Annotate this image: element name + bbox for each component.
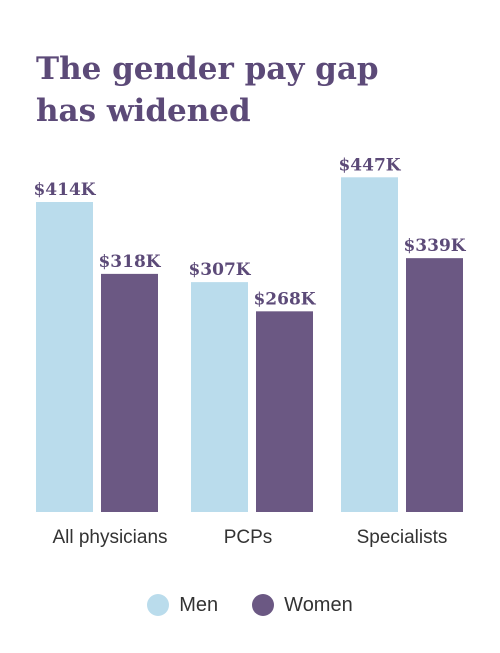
value-label-all-physicians-men: $414K xyxy=(33,180,96,200)
bar-specialists-men xyxy=(341,177,398,512)
bar-pcps-men xyxy=(191,282,248,512)
value-label-pcps-women: $268K xyxy=(253,289,316,309)
legend-swatch-women xyxy=(252,594,275,616)
bar-all-physicians-men xyxy=(36,202,93,512)
legend-label-men: Men xyxy=(179,593,219,616)
category-label-all-physicians: All physicians xyxy=(52,527,167,548)
category-labels-group: All physicians PCPs Specialists xyxy=(52,527,447,548)
legend-swatch-men xyxy=(147,594,170,616)
bars-group xyxy=(36,177,463,512)
chart-title-line-2: has widened xyxy=(36,93,251,129)
chart-title: The gender pay gap has widened xyxy=(36,48,476,132)
legend-label-women: Women xyxy=(284,593,353,616)
chart-title-line-1: The gender pay gap xyxy=(36,51,379,87)
bar-all-physicians-women xyxy=(101,273,158,512)
legend: Men Women xyxy=(0,590,500,620)
category-label-specialists: Specialists xyxy=(357,527,448,548)
bar-pcps-women xyxy=(256,311,313,512)
legend-item-men: Men xyxy=(147,594,218,617)
value-label-specialists-men: $447K xyxy=(338,155,401,175)
value-labels-group: $414K $318K $307K$268K $447K $339K xyxy=(33,155,466,309)
category-label-pcps: PCPs xyxy=(224,527,273,548)
value-label-pcps-men: $307K xyxy=(188,260,251,280)
bar-chart: $414K $318K $307K$268K $447K $339K All physi… xyxy=(33,155,466,548)
bar-specialists-women xyxy=(406,258,463,512)
legend-item-women: Women xyxy=(252,594,353,617)
value-label-all-physicians-women: $318K xyxy=(98,252,161,272)
value-label-specialists-women: $339K xyxy=(403,236,466,256)
